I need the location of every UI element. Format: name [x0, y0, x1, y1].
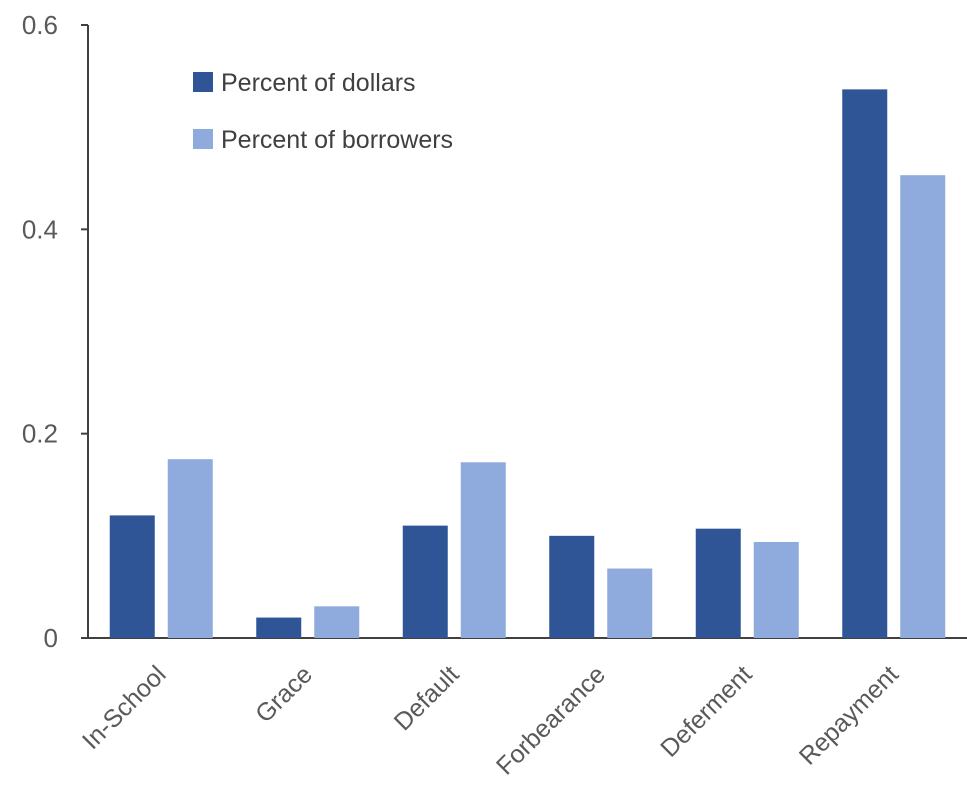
- legend: Percent of dollars Percent of borrowers: [193, 69, 453, 154]
- x-tick-label: Forbearance: [491, 660, 611, 780]
- x-tick-label: Repayment: [794, 660, 904, 770]
- legend-label: Percent of dollars: [221, 69, 416, 97]
- y-tick-label: 0.2: [22, 419, 58, 449]
- legend-swatch: [193, 129, 213, 149]
- y-tick-label: 0.6: [22, 10, 58, 40]
- y-tick-label: 0.4: [22, 214, 58, 244]
- y-ticks: 0 0.2 0.4 0.6: [22, 10, 88, 653]
- legend-swatch: [193, 72, 213, 92]
- bar-dollars-in-school: [109, 515, 155, 638]
- x-labels: In-School Grace Default Forbearance Defermen…: [77, 660, 904, 780]
- bar-borrowers-in-school: [167, 459, 213, 638]
- bar-dollars-forbearance: [549, 535, 595, 638]
- bar-borrowers-repayment: [900, 175, 946, 638]
- bar-dollars-grace: [256, 617, 302, 638]
- bar-dollars-deferment: [695, 528, 741, 638]
- x-tick-label: Default: [389, 660, 465, 736]
- bar-dollars-repayment: [842, 89, 888, 639]
- y-tick-label: 0: [44, 623, 58, 653]
- x-tick-label: In-School: [77, 660, 171, 754]
- bar-borrowers-deferment: [753, 541, 799, 638]
- bar-borrowers-default: [460, 462, 506, 638]
- x-tick-label: Grace: [250, 660, 318, 728]
- bars: [109, 89, 946, 639]
- x-tick-label: Deferment: [655, 660, 757, 762]
- axes: [87, 25, 967, 639]
- bar-dollars-default: [402, 525, 448, 638]
- bar-borrowers-grace: [314, 606, 360, 638]
- bar-borrowers-forbearance: [607, 568, 653, 638]
- legend-label: Percent of borrowers: [221, 126, 453, 154]
